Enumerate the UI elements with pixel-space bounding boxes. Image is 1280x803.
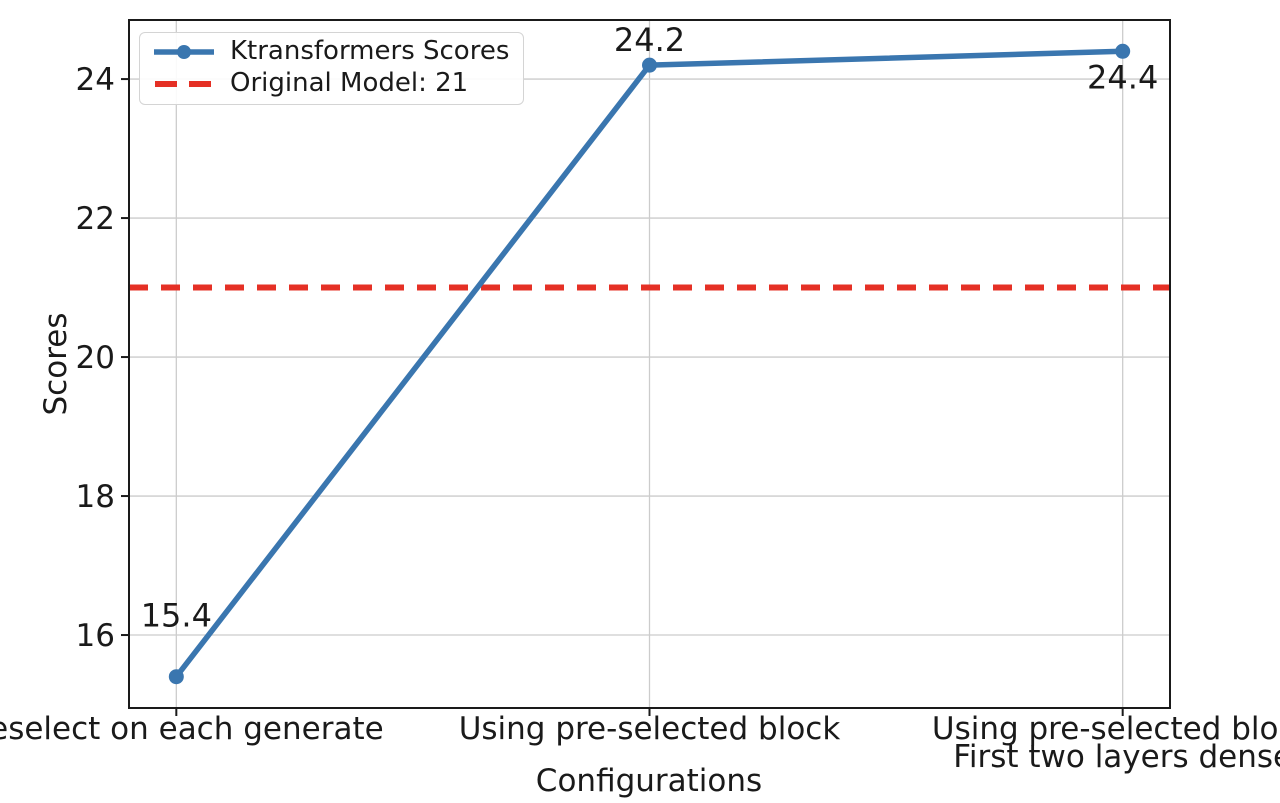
y-tick-label: 18 [76, 479, 115, 515]
x-tick-label: Using pre-selected block [459, 711, 841, 747]
x-tick-label: Using pre-selected block First two layers… [932, 711, 1280, 775]
y-tick-label: 20 [76, 340, 115, 376]
data-point-marker [642, 57, 657, 73]
legend: Ktransformers Scores Original Model: 21 [139, 32, 525, 106]
y-tick-label: 16 [76, 618, 115, 654]
legend-label-reference: Original Model: 21 [230, 67, 469, 98]
y-axis-title: Scores [38, 312, 74, 416]
reference-line-sample-icon [155, 80, 213, 87]
x-tick-label: Reselect on each generate [0, 711, 384, 747]
y-tick-label: 22 [76, 201, 115, 237]
legend-label-series: Ktransformers Scores [230, 36, 510, 66]
y-tick-label: 24 [76, 62, 115, 98]
series-line-sample-icon [154, 44, 214, 59]
point-label: 24.4 [1087, 58, 1158, 96]
data-point-marker [168, 669, 184, 685]
data-point-marker [1115, 43, 1131, 59]
point-label: 24.2 [614, 21, 685, 59]
point-label: 15.4 [141, 597, 212, 635]
legend-item-reference: Original Model: 21 [151, 68, 509, 100]
legend-item-series: Ktransformers Scores [151, 36, 509, 68]
x-axis-title: Configurations [535, 763, 763, 799]
